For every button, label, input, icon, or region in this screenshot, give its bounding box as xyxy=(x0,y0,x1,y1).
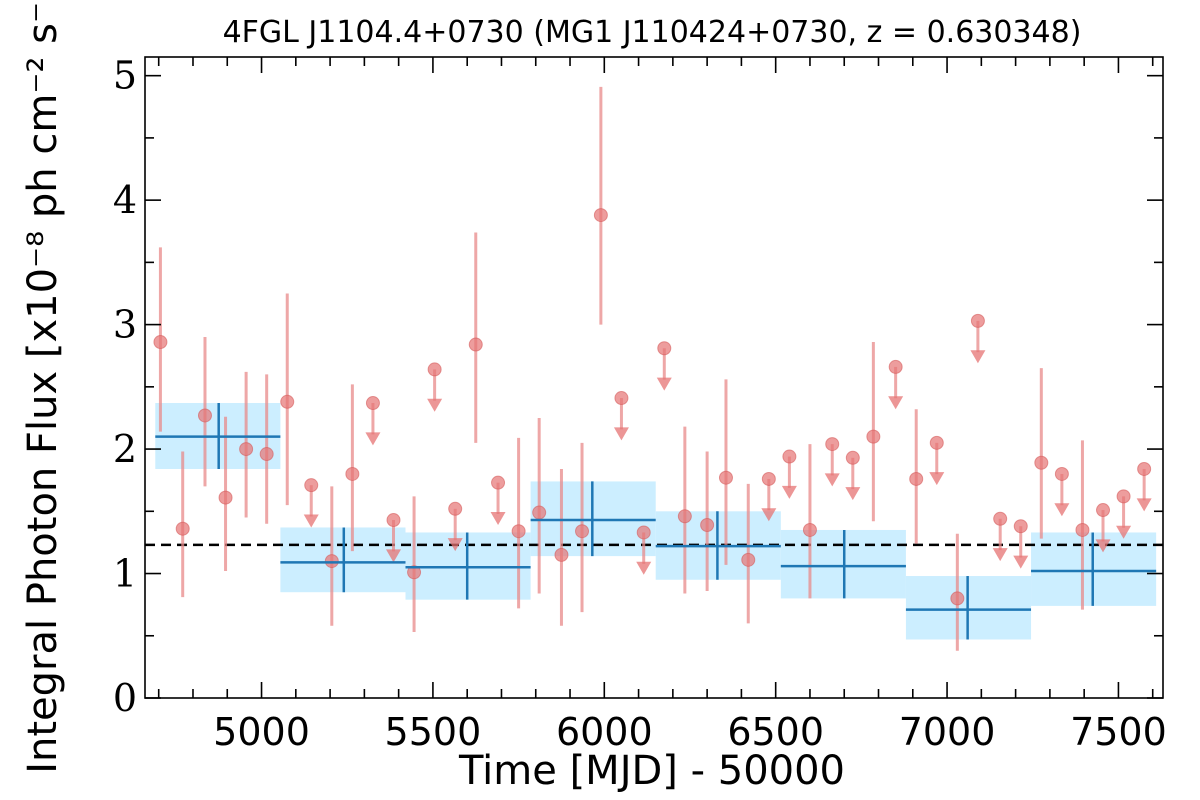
upper-limit-point-6 xyxy=(614,391,629,406)
upper-limit-point-11 xyxy=(825,437,840,452)
upper-limit-point-21 xyxy=(1137,461,1152,476)
upper-limit-point-10 xyxy=(782,449,797,464)
x-tick-label-0: 5000 xyxy=(213,710,310,754)
detection-point-11 xyxy=(511,524,526,539)
upper-limit-arrow-19 xyxy=(1095,539,1111,553)
upper-limit-point-3 xyxy=(427,362,442,377)
upper-limit-point-12 xyxy=(845,450,860,465)
x-tick-label-2: 6000 xyxy=(556,710,653,754)
upper-limit-arrow-16 xyxy=(992,548,1008,562)
detection-point-5 xyxy=(259,447,274,462)
detection-point-17 xyxy=(700,517,715,532)
detection-point-4 xyxy=(239,442,254,457)
y-tick-label-5: 5 xyxy=(113,54,137,98)
detection-point-15 xyxy=(593,208,608,223)
upper-limit-arrow-20 xyxy=(1116,525,1132,539)
y-tick-label-4: 4 xyxy=(113,178,137,222)
upper-limit-point-7 xyxy=(636,525,651,540)
upper-limit-point-4 xyxy=(448,501,463,516)
upper-limit-arrow-1 xyxy=(365,432,381,446)
upper-limit-point-20 xyxy=(1116,489,1131,504)
upper-limit-point-2 xyxy=(386,513,401,528)
upper-limit-point-15 xyxy=(970,313,985,328)
upper-limit-arrow-11 xyxy=(824,473,840,487)
upper-limit-arrow-13 xyxy=(888,396,904,410)
detection-point-21 xyxy=(866,429,881,444)
upper-limit-arrow-17 xyxy=(1013,555,1029,569)
upper-limit-arrow-2 xyxy=(386,549,402,563)
x-tick-label-3: 6500 xyxy=(727,710,824,754)
upper-limit-arrow-21 xyxy=(1136,498,1152,512)
upper-limit-point-17 xyxy=(1013,519,1028,534)
upper-limit-arrow-6 xyxy=(613,427,629,441)
upper-limit-point-16 xyxy=(993,511,1008,526)
upper-limit-point-19 xyxy=(1096,503,1111,518)
detection-point-13 xyxy=(554,547,569,562)
upper-limit-point-5 xyxy=(491,475,506,490)
detection-point-19 xyxy=(741,552,756,567)
detection-point-1 xyxy=(175,521,190,536)
x-tick-label-5: 7500 xyxy=(1070,710,1167,754)
plot-frame xyxy=(144,56,1164,699)
detection-point-0 xyxy=(153,335,168,350)
upper-limit-arrow-14 xyxy=(929,472,945,486)
upper-limit-arrow-15 xyxy=(970,350,986,364)
y-tick-label-3: 3 xyxy=(113,303,137,347)
detection-point-20 xyxy=(802,522,817,537)
plot-area: 0 1 2 3 4 5 5000 5500 6000 6500 7000 7500 xyxy=(113,54,1167,754)
detection-point-12 xyxy=(532,505,547,520)
x-axis-label: Time [MJD] - 50000 xyxy=(458,748,845,794)
detection-point-2 xyxy=(197,408,212,423)
upper-limit-arrow-8 xyxy=(656,377,672,391)
y-axis-label: Integral Photon Flux [x10⁻⁸ ph cm⁻² s⁻¹] xyxy=(20,0,66,774)
upper-limit-point-14 xyxy=(929,435,944,450)
detection-point-18 xyxy=(718,470,733,485)
upper-limit-point-13 xyxy=(888,359,903,374)
x-tick-label-1: 5500 xyxy=(385,710,482,754)
upper-limit-point-0 xyxy=(304,478,319,493)
detection-point-14 xyxy=(575,524,590,539)
upper-limit-arrow-4 xyxy=(447,538,463,552)
y-tick-label-1: 1 xyxy=(113,552,137,596)
y-tick-label-2: 2 xyxy=(113,427,137,471)
upper-limit-arrow-7 xyxy=(636,561,652,575)
upper-limit-point-18 xyxy=(1054,466,1069,481)
upper-limit-arrow-10 xyxy=(781,485,797,499)
detection-point-8 xyxy=(345,466,360,481)
upper-limit-arrow-12 xyxy=(845,487,861,501)
upper-limit-arrow-5 xyxy=(490,512,506,526)
detection-point-23 xyxy=(950,591,965,606)
detection-point-16 xyxy=(677,509,692,524)
upper-limit-arrow-18 xyxy=(1054,503,1070,517)
detection-point-9 xyxy=(407,565,422,580)
upper-limit-point-1 xyxy=(365,396,380,411)
upper-limit-arrow-0 xyxy=(303,514,319,528)
detection-point-22 xyxy=(909,471,924,486)
detection-point-3 xyxy=(218,490,233,505)
detection-point-6 xyxy=(280,394,295,409)
chart-title: 4FGL J1104.4+0730 (MG1 J110424+0730, z =… xyxy=(223,15,1082,50)
detection-point-10 xyxy=(468,337,483,352)
x-tick-label-4: 7000 xyxy=(899,710,996,754)
upper-limit-arrow-3 xyxy=(427,398,443,412)
y-tick-label-0: 0 xyxy=(113,676,137,720)
detection-point-25 xyxy=(1075,522,1090,537)
upper-limit-point-9 xyxy=(761,471,776,486)
upper-limit-arrow-9 xyxy=(761,508,777,522)
detection-point-24 xyxy=(1034,455,1049,470)
upper-limit-point-8 xyxy=(657,341,672,356)
